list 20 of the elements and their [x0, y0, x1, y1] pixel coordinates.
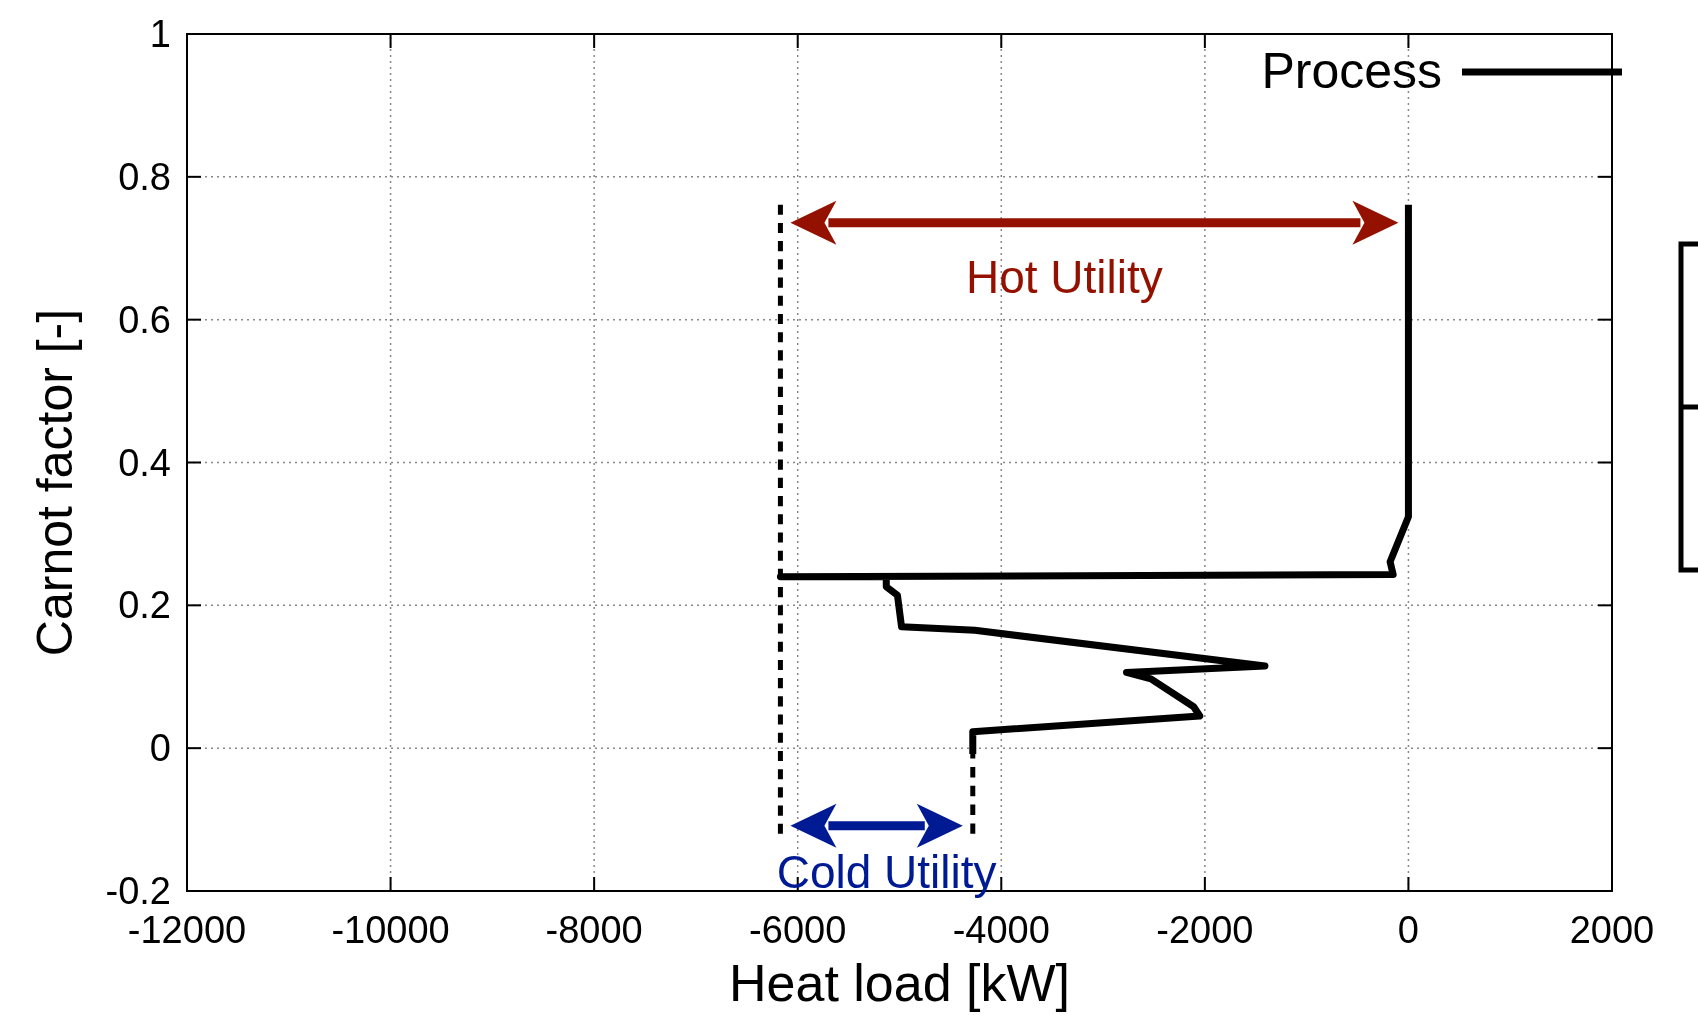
- y-tick-label: 0.6: [118, 298, 171, 341]
- x-tick-label: -10000: [331, 909, 450, 951]
- x-tick-label: -4000: [952, 909, 1050, 951]
- y-tick-label: 0.8: [118, 155, 171, 198]
- y-tick-label: 0: [149, 727, 171, 770]
- y-axis-title: Carnot factor [-]: [27, 308, 83, 657]
- y-tick-label: 0.4: [118, 441, 171, 484]
- y-tick-label: -0.2: [105, 870, 171, 912]
- x-tick-label: -8000: [545, 909, 643, 951]
- y-tick-label: 1: [149, 13, 171, 55]
- x-tick-label: 0: [1397, 909, 1419, 951]
- annotation: Hot Utility: [966, 250, 1163, 303]
- x-tick-label: 2000: [1569, 909, 1655, 951]
- x-axis-title: Heat load [kW]: [728, 954, 1071, 1012]
- x-tick-label: -6000: [749, 909, 847, 951]
- y-tick-label: 0.2: [118, 584, 171, 627]
- annotation: Cold Utility: [776, 845, 997, 898]
- x-tick-label: -12000: [127, 909, 247, 951]
- legend-label: Process: [1261, 43, 1442, 99]
- x-tick-label: -2000: [1156, 909, 1254, 951]
